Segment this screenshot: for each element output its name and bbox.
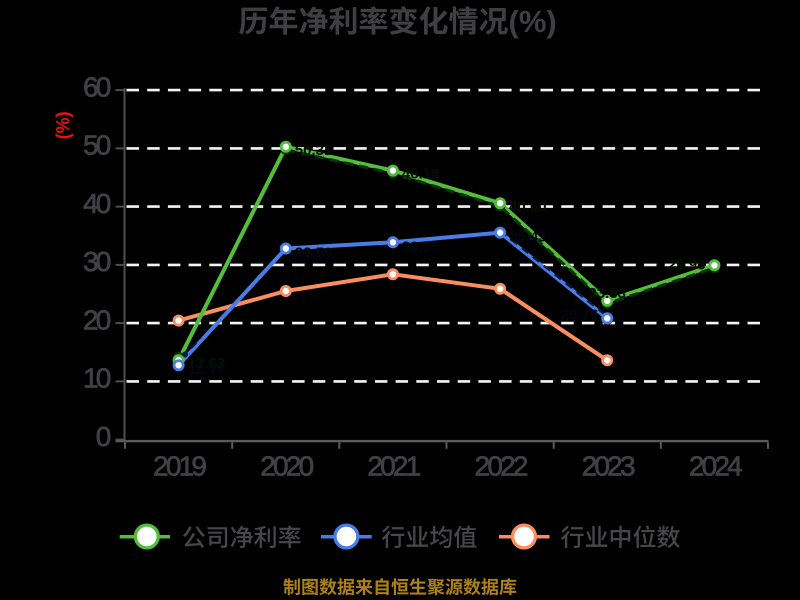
svg-text:50.31: 50.31	[295, 142, 333, 159]
svg-text:32.50: 32.50	[295, 245, 333, 262]
svg-text:35.43: 35.43	[509, 229, 547, 246]
svg-text:2019: 2019	[153, 451, 206, 482]
svg-text:50: 50	[83, 130, 111, 161]
svg-text:29.96: 29.96	[668, 256, 706, 273]
svg-text:2022: 2022	[475, 451, 528, 482]
svg-text:(%): (%)	[509, 4, 557, 39]
svg-text:20.76: 20.76	[561, 306, 599, 323]
svg-text:12.77: 12.77	[188, 361, 226, 378]
svg-text:10: 10	[83, 363, 111, 394]
svg-text:33.55: 33.55	[402, 238, 440, 255]
svg-text:23.83: 23.83	[588, 285, 626, 302]
svg-text:40.60: 40.60	[509, 198, 547, 215]
svg-text:2023: 2023	[582, 451, 635, 482]
svg-text:2020: 2020	[260, 451, 313, 482]
svg-text:2024: 2024	[689, 451, 742, 482]
svg-text:0: 0	[96, 421, 111, 452]
svg-text:2021: 2021	[367, 451, 420, 482]
svg-text:46.18: 46.18	[402, 166, 440, 183]
svg-text:13.63: 13.63	[188, 355, 226, 372]
svg-text:(%): (%)	[53, 111, 73, 139]
svg-text:30: 30	[83, 246, 111, 277]
svg-text:60: 60	[83, 71, 111, 102]
svg-text:40: 40	[83, 188, 111, 219]
svg-text:20: 20	[83, 304, 111, 335]
